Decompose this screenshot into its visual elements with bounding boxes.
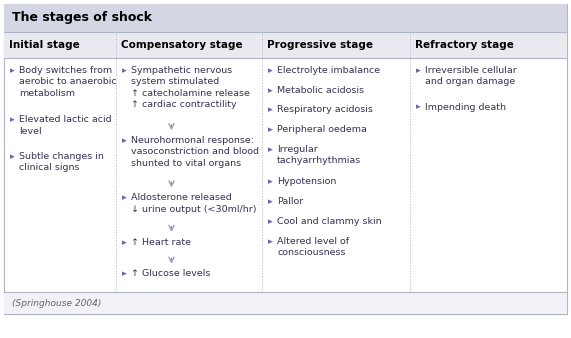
Text: Elevated lactic acid
level: Elevated lactic acid level <box>19 115 111 136</box>
Text: ▸: ▸ <box>268 105 273 115</box>
Text: ▸: ▸ <box>122 269 127 279</box>
Text: ▸: ▸ <box>416 102 421 112</box>
Text: ▸: ▸ <box>268 66 273 75</box>
Text: Compensatory stage: Compensatory stage <box>121 40 243 50</box>
Text: ▸: ▸ <box>268 217 273 226</box>
Text: Pallor: Pallor <box>277 197 303 206</box>
Text: Impending death: Impending death <box>425 102 506 112</box>
Text: Electrolyte imbalance: Electrolyte imbalance <box>277 66 380 75</box>
Text: Cool and clammy skin: Cool and clammy skin <box>277 217 381 226</box>
Text: ▸: ▸ <box>122 66 127 75</box>
Text: Hypotension: Hypotension <box>277 177 336 187</box>
Text: ▸: ▸ <box>268 177 273 187</box>
Text: The stages of shock: The stages of shock <box>12 11 152 24</box>
Text: Irregular
tachyarrhythmias: Irregular tachyarrhythmias <box>277 145 361 165</box>
Text: ▸: ▸ <box>122 136 127 145</box>
Bar <box>4 292 567 314</box>
Bar <box>4 32 567 58</box>
Text: Peripheral oedema: Peripheral oedema <box>277 125 367 134</box>
Text: Subtle changes in
clinical signs: Subtle changes in clinical signs <box>19 152 104 172</box>
Text: ▸: ▸ <box>122 193 127 202</box>
Text: ▸: ▸ <box>10 115 15 124</box>
Text: Respiratory acidosis: Respiratory acidosis <box>277 105 373 115</box>
Text: Altered level of
consciousness: Altered level of consciousness <box>277 237 349 257</box>
Text: ▸: ▸ <box>416 66 421 75</box>
Text: Metabolic acidosis: Metabolic acidosis <box>277 86 364 95</box>
Text: Progressive stage: Progressive stage <box>267 40 373 50</box>
Text: ↑ Glucose levels: ↑ Glucose levels <box>131 269 210 279</box>
Text: Sympathetic nervous
system stimulated
↑ catecholamine release
↑ cardiac contract: Sympathetic nervous system stimulated ↑ … <box>131 66 250 110</box>
Text: ▸: ▸ <box>268 145 273 154</box>
Text: ▸: ▸ <box>268 197 273 206</box>
Text: Initial stage: Initial stage <box>9 40 80 50</box>
Text: Aldosterone released
↓ urine output (<30ml/hr): Aldosterone released ↓ urine output (<30… <box>131 193 256 214</box>
Text: Neurohormonal response:
vasoconstriction and blood
shunted to vital organs: Neurohormonal response: vasoconstriction… <box>131 136 259 168</box>
Text: ▸: ▸ <box>268 86 273 95</box>
Text: Body switches from
aerobic to anaerobic
metabolism: Body switches from aerobic to anaerobic … <box>19 66 116 98</box>
Bar <box>4 4 567 32</box>
Text: (Springhouse 2004): (Springhouse 2004) <box>12 299 102 309</box>
Text: ▸: ▸ <box>268 237 273 246</box>
Text: ▸: ▸ <box>268 125 273 134</box>
Text: ▸: ▸ <box>10 66 15 75</box>
Text: ▸: ▸ <box>122 238 127 247</box>
Text: Refractory stage: Refractory stage <box>415 40 514 50</box>
Text: ▸: ▸ <box>10 152 15 161</box>
Text: ↑ Heart rate: ↑ Heart rate <box>131 238 191 247</box>
Text: Irreversible cellular
and organ damage: Irreversible cellular and organ damage <box>425 66 517 87</box>
